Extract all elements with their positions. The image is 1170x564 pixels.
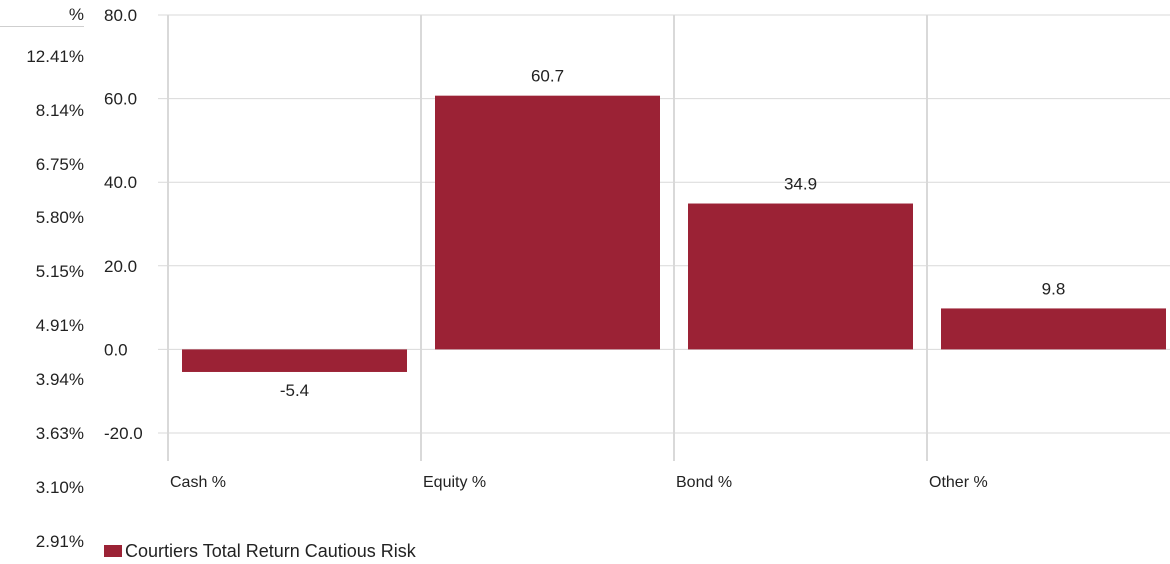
left-value-item: 2.91% [35, 532, 84, 551]
data-label: 9.8 [1042, 279, 1066, 298]
data-label: 60.7 [531, 67, 564, 86]
left-value-item: 12.41% [26, 47, 84, 66]
x-tick-label: Equity % [423, 474, 486, 491]
left-value-item: 3.94% [35, 370, 84, 389]
y-tick-label: 20.0 [104, 257, 137, 276]
bar-0 [182, 349, 407, 372]
left-value-item: 8.14% [35, 101, 84, 120]
left-value-item: 5.80% [35, 208, 84, 227]
left-value-item: 3.63% [35, 424, 84, 443]
y-tick-label: 40.0 [104, 173, 137, 192]
left-column-header: % [0, 4, 84, 27]
bar-2 [688, 203, 913, 350]
legend-label: Courtiers Total Return Cautious Risk [125, 540, 416, 561]
y-tick-label: 80.0 [104, 6, 137, 25]
x-tick-label: Bond % [676, 474, 732, 491]
left-value-item: 5.15% [35, 262, 84, 281]
left-value-item: 4.91% [35, 316, 84, 335]
bar-3 [941, 308, 1166, 350]
y-tick-label: -20.0 [104, 424, 143, 443]
y-tick-label: 60.0 [104, 90, 137, 109]
x-tick-label: Other % [929, 474, 988, 491]
legend-swatch [104, 545, 122, 557]
data-label: -5.4 [280, 381, 309, 400]
left-value-column: % 12.41% 8.14% 6.75% 5.80% 5.15% 4.91% 3… [0, 0, 88, 564]
x-tick-label: Cash % [170, 474, 226, 491]
y-tick-label: 0.0 [104, 340, 128, 359]
bar-1 [435, 95, 660, 350]
data-label: 34.9 [784, 175, 817, 194]
chart-legend: Courtiers Total Return Cautious Risk [104, 540, 416, 562]
left-value-item: 3.10% [35, 478, 84, 497]
left-value-item: 6.75% [35, 155, 84, 174]
